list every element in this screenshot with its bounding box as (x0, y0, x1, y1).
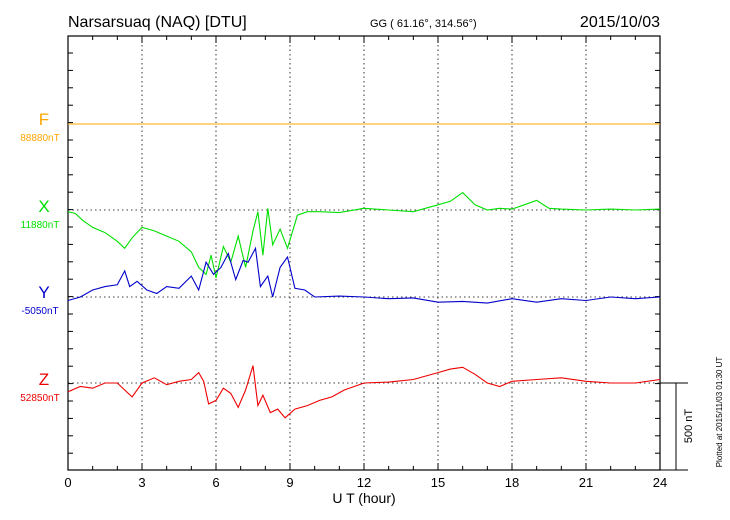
x-tick-label: 6 (212, 475, 219, 490)
plotted-note: Plotted at 2015/11/03 01:30 UT (715, 357, 724, 468)
series-label-f: F (39, 110, 49, 129)
series-line-x (67, 191, 661, 279)
series-line-z (67, 365, 661, 419)
series-label-y: Y (38, 283, 49, 302)
scale-bar: 500 nT (660, 382, 695, 471)
x-tick-label: 24 (653, 475, 667, 490)
x-tick-label: 15 (431, 475, 445, 490)
series-line-y (67, 246, 661, 304)
baseline-value-f: 88880nT (20, 133, 59, 144)
series-label-x: X (38, 197, 49, 216)
baseline-value-x: 11880nT (21, 220, 60, 231)
scale-bar-label: 500 nT (683, 409, 695, 444)
x-tick-label: 9 (286, 475, 293, 490)
x-tick-label: 12 (357, 475, 371, 490)
coords-label: GG ( 61.16°, 314.56°) (370, 18, 477, 30)
baseline-value-y: -5050nT (21, 306, 58, 317)
x-tick-label: 21 (579, 475, 593, 490)
x-tick-label: 0 (64, 475, 71, 490)
x-tick-label: 3 (138, 475, 145, 490)
baseline-value-z: 52850nT (20, 393, 59, 404)
x-tick-labels: 0 3 6 9 12 15 18 21 24 (64, 475, 667, 490)
series-layer: F 88880nT X 11880nT Y -5050nT Z 52850nT (20, 110, 661, 419)
date-label: 2015/10/03 (580, 14, 660, 31)
station-title: Narsarsuaq (NAQ) [DTU] (68, 14, 247, 31)
grid-lines (67, 36, 661, 470)
x-tick-label: 18 (505, 475, 519, 490)
x-axis-label: U T (hour) (332, 490, 395, 506)
series-label-z: Z (39, 370, 49, 389)
minor-ticks (68, 36, 660, 470)
